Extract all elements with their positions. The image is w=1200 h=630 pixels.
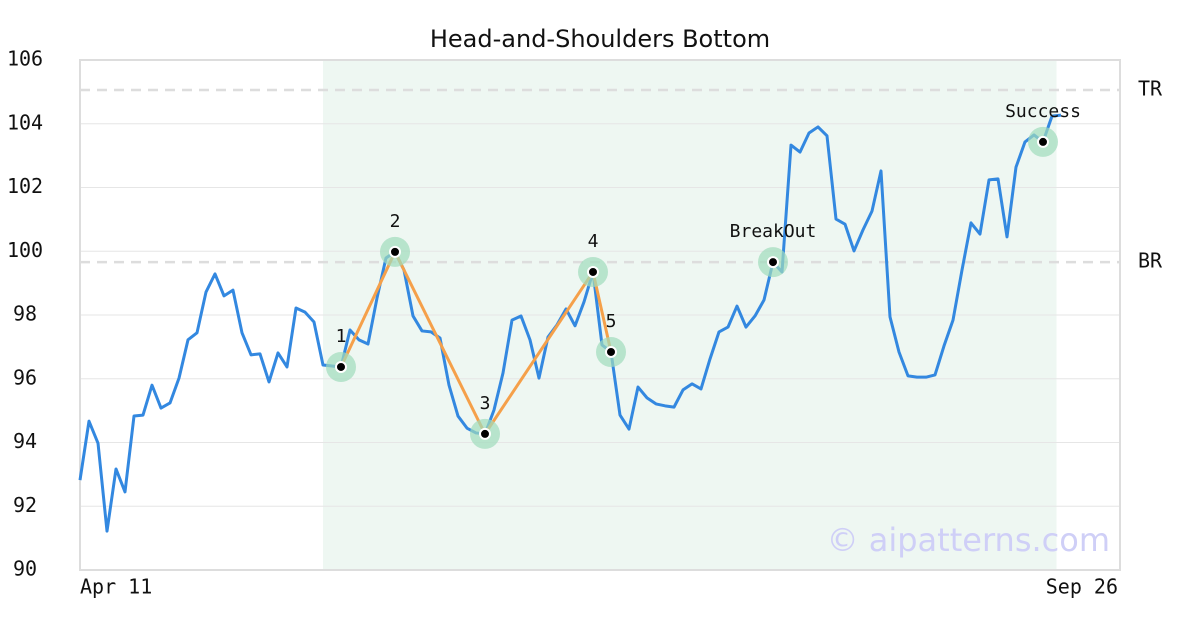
chart-title: Head-and-Shoulders Bottom bbox=[430, 25, 770, 53]
point-label: BreakOut bbox=[730, 221, 817, 242]
point-label: Success bbox=[1005, 101, 1081, 122]
y-tick-label: 102 bbox=[7, 174, 43, 198]
y-tick-label: 92 bbox=[13, 493, 37, 517]
point-marker bbox=[587, 265, 599, 278]
point-label: 3 bbox=[480, 393, 491, 414]
y-tick-label: 98 bbox=[13, 302, 37, 326]
plot-frame bbox=[79, 59, 1121, 571]
x-tick-label: Apr 11 bbox=[80, 575, 152, 599]
point-label: 4 bbox=[588, 231, 599, 252]
point-label: 5 bbox=[606, 311, 617, 332]
y-tick-label: 106 bbox=[7, 47, 43, 71]
x-tick-label: Sep 26 bbox=[1046, 575, 1118, 599]
y-tick-label: 94 bbox=[13, 429, 37, 453]
point-marker bbox=[1037, 135, 1049, 148]
price-line bbox=[78, 113, 1062, 533]
point-marker bbox=[767, 256, 779, 269]
y-tick-label: 104 bbox=[7, 110, 43, 134]
level-label: TR bbox=[1138, 76, 1163, 100]
point-label: 2 bbox=[390, 211, 401, 232]
y-tick-label: 96 bbox=[13, 365, 37, 389]
y-tick-label: 100 bbox=[7, 238, 43, 262]
y-tick-label: 90 bbox=[13, 557, 37, 581]
point-marker bbox=[479, 427, 491, 440]
point-label: 1 bbox=[336, 326, 347, 347]
level-label: BR bbox=[1138, 249, 1163, 273]
watermark: © aipatterns.com bbox=[827, 521, 1110, 559]
point-marker bbox=[335, 360, 347, 373]
point-marker bbox=[605, 345, 617, 358]
point-marker bbox=[389, 245, 401, 258]
